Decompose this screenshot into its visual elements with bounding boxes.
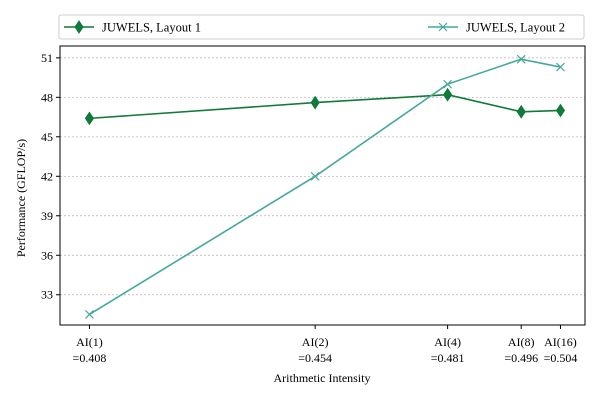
data-point [443,87,453,102]
x-tick-value: =0.408 [73,351,107,365]
legend-frame [58,14,585,40]
data-point [85,310,94,319]
x-tick-value: =0.481 [431,351,465,365]
series-group [84,54,566,319]
legend-item: JUWELS, Layout 1 [64,20,201,35]
data-point [443,79,453,89]
data-point [556,62,565,72]
x-tick-label: AI(2) [302,335,329,349]
y-tick-label: 48 [41,90,53,104]
y-tick-label: 51 [41,51,53,65]
y-tick-label: 42 [41,169,53,183]
data-point [516,104,526,119]
series-2 [85,54,565,319]
data-point [516,54,526,64]
x-tick-value: =0.496 [504,351,538,365]
x-tick-label: AI(16) [544,335,577,349]
grid-lines [60,57,585,296]
data-point [84,111,95,126]
series-1 [84,87,566,126]
y-axis-title: Performance (GFLOP/s) [14,139,28,257]
legend-marker [438,22,448,32]
x-axis: AI(1) =0.408 AI(2) =0.454 AI(4) =0.481 AI(8) =0… [73,325,578,365]
data-point [310,171,320,181]
y-tick-label: 33 [41,288,53,302]
data-point [310,95,320,110]
y-tick-label: 45 [41,130,53,144]
legend: JUWELS, Layout 1 JUWELS, Layout 2 [58,14,585,40]
x-tick-value: =0.454 [298,351,332,365]
x-axis-title: Arithmetic Intensity [274,371,371,385]
plot-frame [59,45,586,326]
y-tick-label: 39 [41,209,53,223]
y-tick-label: 36 [41,248,53,262]
legend-marker [74,20,84,34]
y-axis: 33 36 39 42 45 48 51 [41,51,60,302]
x-tick-label: AI(4) [434,335,461,349]
legend-label: JUWELS, Layout 1 [102,21,201,35]
legend-item: JUWELS, Layout 2 [428,21,565,35]
x-tick-value: =0.504 [544,351,578,365]
legend-items: JUWELS, Layout 1 JUWELS, Layout 2 [64,20,565,35]
x-tick-label: AI(8) [508,335,535,349]
legend-label: JUWELS, Layout 2 [466,21,565,35]
x-tick-label: AI(1) [76,335,103,349]
data-point [555,103,566,118]
series-line [89,93,561,120]
